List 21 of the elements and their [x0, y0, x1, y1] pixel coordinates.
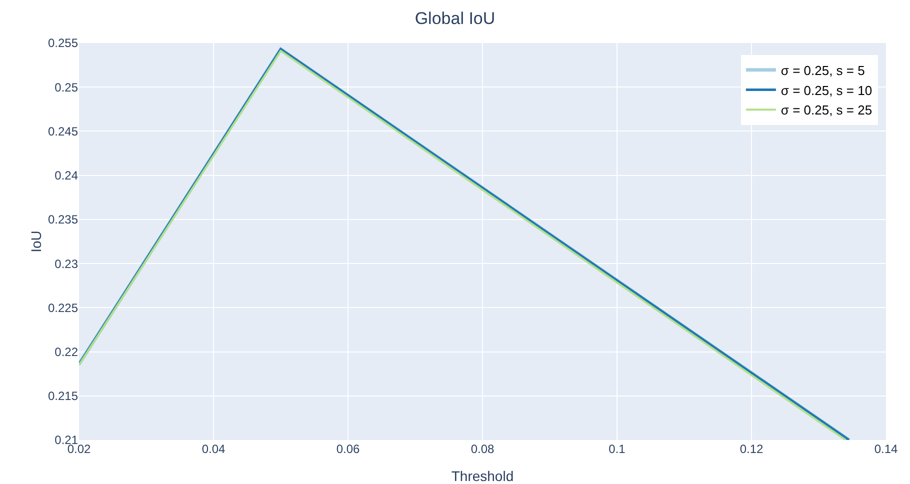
legend-label: σ = 0.25, s = 5 [780, 62, 865, 78]
y-tick-label: 0.22 [54, 344, 78, 359]
y-axis-title: IoU [28, 230, 44, 252]
y-tick-label: 0.25 [54, 80, 78, 94]
x-tick-label: 0.12 [740, 442, 764, 456]
x-tick-label: 0.14 [874, 442, 898, 456]
y-tick-label: 0.255 [48, 36, 78, 50]
y-tick-label: 0.245 [48, 124, 78, 138]
legend-label: σ = 0.25, s = 10 [780, 82, 872, 98]
y-tick-label: 0.24 [54, 168, 78, 183]
chart-title: Global IoU [414, 9, 496, 28]
x-tick-label: 0.04 [202, 442, 226, 456]
x-tick-label: 0.06 [336, 442, 360, 456]
y-tick-label: 0.215 [48, 389, 78, 404]
y-tick-label: 0.235 [48, 212, 78, 227]
y-tick-label: 0.225 [48, 300, 78, 315]
y-tick-label: 0.23 [54, 256, 78, 271]
x-tick-label: 0.08 [470, 442, 494, 456]
x-tick-label: 0.1 [608, 442, 626, 456]
legend-label: σ = 0.25, s = 25 [780, 102, 872, 118]
x-axis-title: Threshold [451, 468, 514, 484]
